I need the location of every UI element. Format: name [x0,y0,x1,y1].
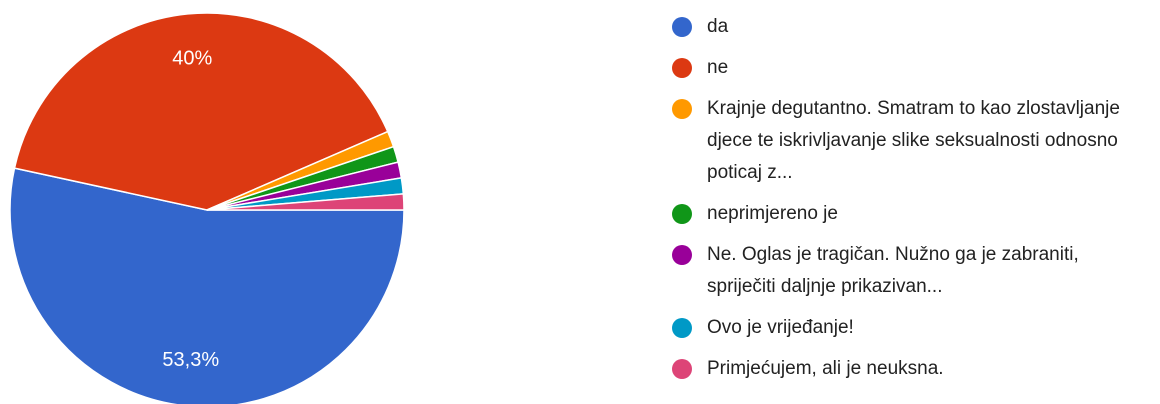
legend-label: Primjećujem, ali je neuksna. [707,358,944,379]
pie-slice [206,193,405,211]
legend-item: Primjećujem, ali je neuksna. [672,353,1132,385]
slice-label: 53,3% [162,349,219,371]
legend-swatch [672,318,692,338]
legend-swatch [672,58,692,78]
legend-swatch [672,245,692,265]
legend-swatch [672,17,692,37]
legend-label: Ovo je vrijeđanje! [707,317,854,338]
chart: 53,3% 40% [9,12,405,404]
legend-swatch [672,204,692,224]
legend-label: ne [707,57,729,78]
legend-label: neprimjereno je [707,203,838,224]
pie-slice [9,167,405,404]
legend-swatch [672,359,692,379]
legend-item: da [672,11,1132,43]
legend-item: neprimjereno je [672,198,1132,230]
legend-label: da [707,16,729,37]
legend-swatch [672,99,692,119]
legend-item: ne [672,52,1132,84]
legend-label: Ne. Oglas je tragičan. Nužno ga je zabra… [707,244,1079,297]
legend-item: Krajnje degutantno. Smatram to kao zlost… [672,93,1132,189]
legend-item: Ovo je vrijeđanje! [672,312,1132,344]
legend-item: Ne. Oglas je tragičan. Nužno ga je zabra… [672,239,1132,303]
pie-slice [13,12,389,211]
legend: da ne Krajnje degutantno. Smatram to kao z… [672,11,1132,394]
legend-label: Krajnje degutantno. Smatram to kao zlost… [707,98,1120,183]
slice-label: 40% [172,47,212,69]
